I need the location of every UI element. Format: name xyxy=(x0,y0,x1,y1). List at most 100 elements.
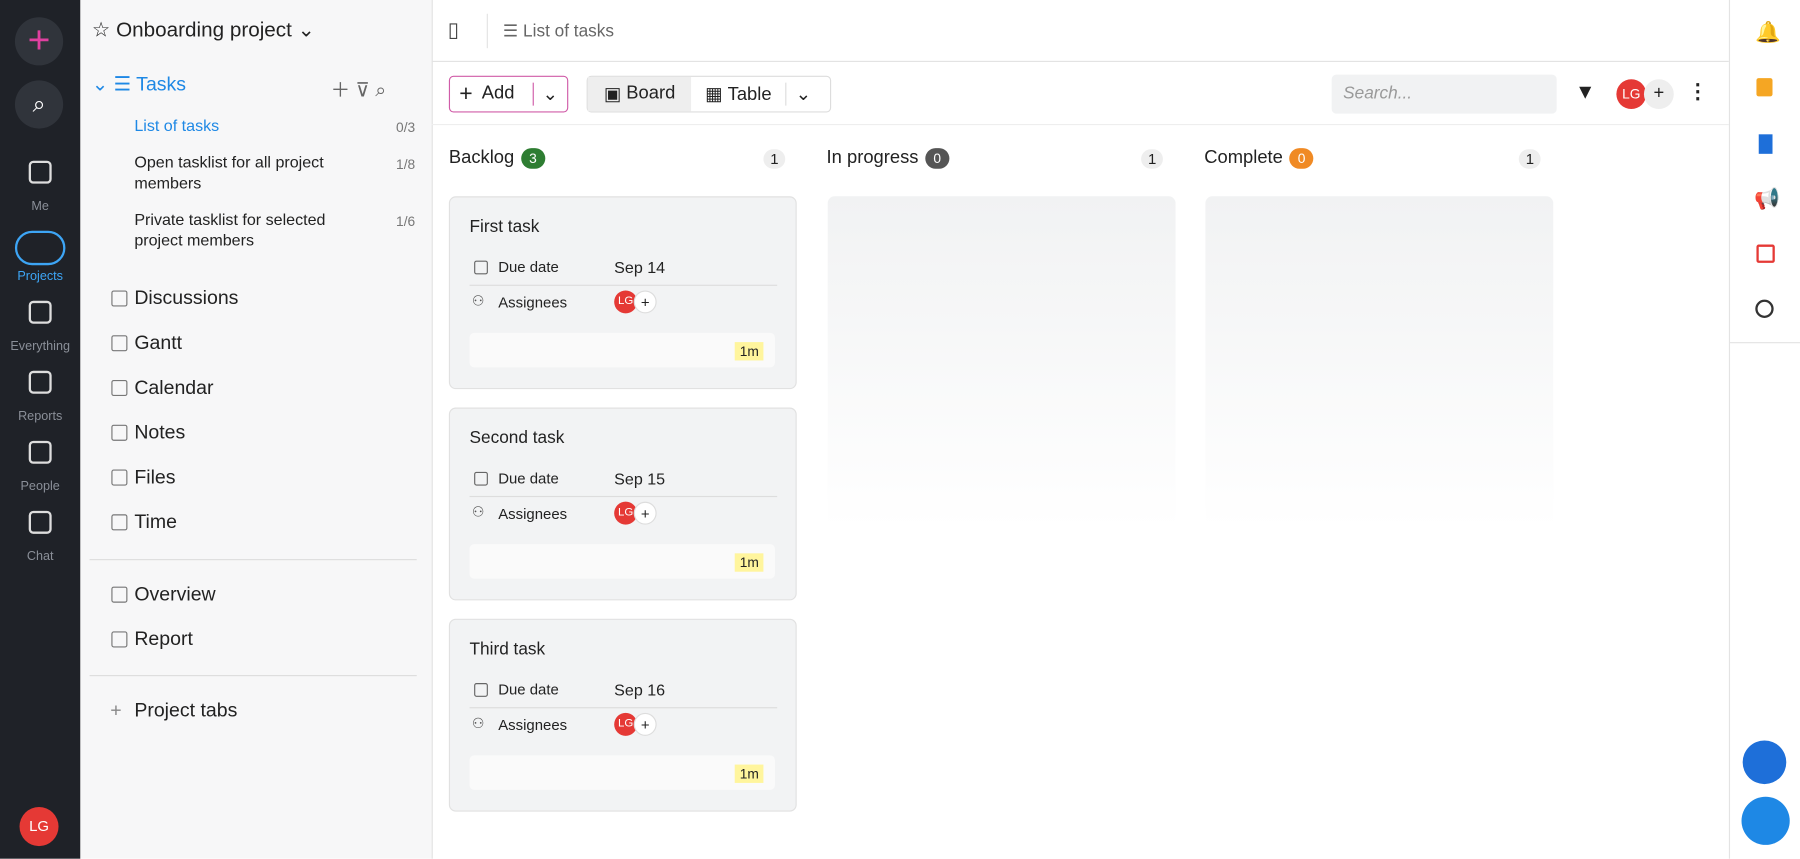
tasklist-count: 1/6 xyxy=(396,213,416,230)
toggle-sidebar[interactable]: ▯ xyxy=(447,18,460,42)
column-name: Backlog xyxy=(448,148,515,168)
project-tabs[interactable]: Project tabs xyxy=(134,699,238,721)
nav-item[interactable]: Files xyxy=(134,466,176,488)
section-tools: ＋ ⊽ ⌕ xyxy=(330,79,387,102)
empty-column xyxy=(827,196,1176,530)
task-card[interactable]: Third task Due date Sep 16 ⚇ Assignees LG +1m xyxy=(448,618,797,812)
rail-label[interactable]: Chat xyxy=(26,549,54,564)
card-footer: 1m xyxy=(469,332,775,368)
nav-item[interactable]: Time xyxy=(134,510,177,533)
nav-item[interactable]: Report xyxy=(134,627,193,650)
due-icon xyxy=(474,471,488,486)
time-tracked: 1m xyxy=(735,342,764,361)
rail-icon[interactable] xyxy=(28,440,52,464)
tasks-section[interactable]: ⌄ ☰ Tasks xyxy=(91,73,187,96)
card-footer: 1m xyxy=(469,544,775,579)
column-count: 0 xyxy=(1289,148,1314,169)
nav-icon xyxy=(111,335,128,352)
project-title[interactable]: ☆ Onboarding project ⌄ xyxy=(91,18,315,42)
column-name: In progress xyxy=(826,148,919,168)
member-avatar[interactable]: LG xyxy=(1616,79,1647,110)
assignee-avatar: LG xyxy=(614,290,638,314)
task-card[interactable]: Second task Due date Sep 15 ⚇ Assignees LG +1m xyxy=(448,407,797,601)
nav-icon xyxy=(111,586,128,603)
rail-icon[interactable] xyxy=(28,510,52,534)
add-member[interactable]: + xyxy=(1643,79,1674,110)
chat-button[interactable] xyxy=(1741,796,1790,845)
divider xyxy=(89,675,417,677)
task-title: Third task xyxy=(469,639,546,659)
column-header: Complete 0 xyxy=(1204,148,1314,169)
assignees-icon: ⚇ xyxy=(471,292,485,309)
rail-label[interactable]: Projects xyxy=(17,269,63,284)
nav-item[interactable]: Notes xyxy=(134,421,186,444)
assignees-label: Assignees xyxy=(498,716,568,734)
rail-label[interactable]: Everything xyxy=(10,339,71,354)
create-button[interactable]: + xyxy=(14,17,64,66)
nav-icon xyxy=(111,424,128,441)
notifications[interactable]: 🔔 xyxy=(1755,20,1782,44)
column-members[interactable]: 1 xyxy=(1141,149,1164,169)
filter-button[interactable]: ▼ xyxy=(1575,80,1596,104)
sidebar: ☆ Onboarding project ⌄ ⌄ ☰ Tasks ＋ ⊽ ⌕ L… xyxy=(80,0,433,859)
notes-icon[interactable] xyxy=(1756,78,1773,97)
toolbar: + Add ⌄ ▣ Board ▦ Table ⌄ Search... ▼ LG + … xyxy=(431,62,1729,126)
due-date: Sep 14 xyxy=(614,258,666,277)
tasklist-name[interactable]: List of tasks xyxy=(134,115,220,135)
nav-icon xyxy=(111,290,128,307)
time-tracked: 1m xyxy=(735,553,764,572)
assignees-label: Assignees xyxy=(498,505,568,523)
rail-label[interactable]: Me xyxy=(31,199,49,214)
time-icon[interactable] xyxy=(1755,299,1774,318)
nav-item[interactable]: Gantt xyxy=(134,331,183,354)
assignee-avatar: LG xyxy=(614,712,638,736)
more-button[interactable]: ⋮ xyxy=(1687,80,1709,104)
column-members[interactable]: 1 xyxy=(763,149,786,169)
top-bar: ▯ ☰ List of tasks xyxy=(431,0,1729,62)
divider xyxy=(1730,342,1800,344)
assignees-icon: ⚇ xyxy=(471,715,485,732)
tasklist-name[interactable]: Open tasklist for all project members xyxy=(134,152,324,192)
due-label: Due date xyxy=(498,258,559,276)
nav-icon xyxy=(111,379,128,397)
tasklist-count: 0/3 xyxy=(396,119,416,136)
divider xyxy=(486,13,488,49)
nav-item[interactable]: Discussions xyxy=(134,287,239,309)
due-label: Due date xyxy=(498,469,559,487)
search-button[interactable]: ⌕ xyxy=(14,80,64,129)
saved-button[interactable] xyxy=(1742,740,1787,785)
due-icon xyxy=(474,683,488,697)
rail-icon[interactable] xyxy=(28,300,52,324)
rail-icon[interactable] xyxy=(14,230,66,266)
column-count: 0 xyxy=(925,148,950,169)
rail-label[interactable]: People xyxy=(20,479,60,494)
announce-icon[interactable]: 📢 xyxy=(1754,187,1780,211)
search-input[interactable]: Search... xyxy=(1331,74,1557,114)
nav-item[interactable]: Overview xyxy=(134,583,216,605)
table-view[interactable]: ▦ Table xyxy=(705,84,772,105)
bookmark-icon[interactable] xyxy=(1758,134,1773,154)
board-view[interactable]: ▣ Board xyxy=(587,76,692,112)
view-switch: ▣ Board ▦ Table ⌄ xyxy=(586,75,832,113)
rail-icon[interactable] xyxy=(28,370,52,394)
user-avatar[interactable]: LG xyxy=(19,807,59,847)
column-members[interactable]: 1 xyxy=(1518,149,1541,169)
right-rail: 🔔 📢 xyxy=(1728,0,1800,859)
assignees-label: Assignees xyxy=(498,293,568,312)
nav-item[interactable]: Calendar xyxy=(134,376,214,399)
rail-label[interactable]: Reports xyxy=(18,409,63,424)
add-assignee[interactable]: + xyxy=(633,712,657,736)
add-assignee[interactable]: + xyxy=(633,290,657,314)
calendar-icon[interactable] xyxy=(1756,244,1775,263)
section-name: Tasks xyxy=(136,73,187,96)
add-button[interactable]: + Add ⌄ xyxy=(448,75,569,113)
tasklist-count: 1/8 xyxy=(396,156,416,173)
rail-icon[interactable] xyxy=(28,160,52,184)
tasklist-name[interactable]: Private tasklist for selected project me… xyxy=(134,210,326,250)
table-label: Table xyxy=(727,84,772,105)
add-assignee[interactable]: + xyxy=(633,501,657,525)
project-name: Onboarding project xyxy=(116,18,292,42)
task-card[interactable]: First task Due date Sep 14 ⚇ Assignees LG +1m xyxy=(448,196,797,390)
tabs-icon: + xyxy=(110,699,122,721)
